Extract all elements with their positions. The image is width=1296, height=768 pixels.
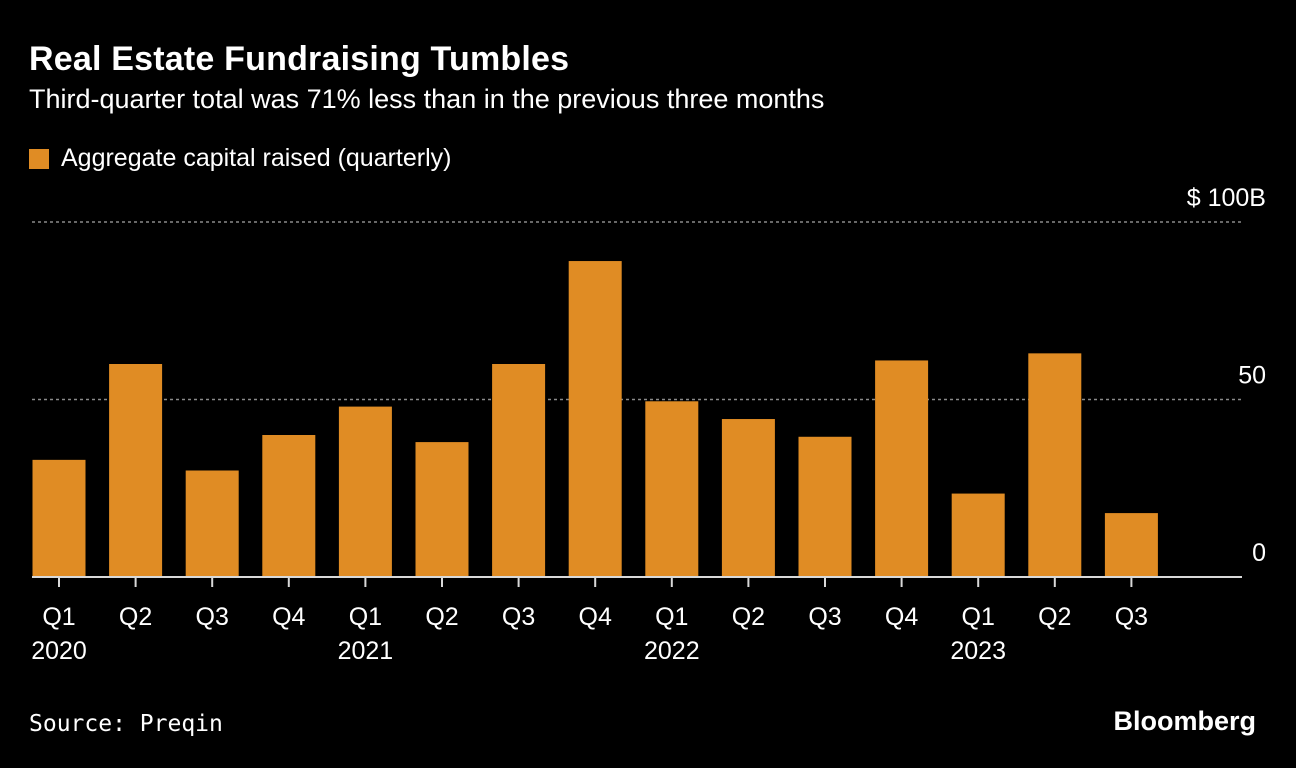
bar — [875, 360, 929, 577]
x-tick-label-year: 2022 — [644, 637, 700, 665]
y-tick-label: 50 — [1238, 362, 1266, 390]
x-tick-label-quarter: Q3 — [196, 603, 229, 631]
bar — [338, 406, 392, 577]
y-tick-label: 0 — [1252, 539, 1266, 567]
bar — [32, 459, 86, 577]
bar — [798, 436, 852, 577]
x-axis: Q1 2020 Q2 Q3 Q4 Q1 2021 Q2 Q3 Q4 Q1 2022 Q2 Q3 Q4 Q1 20… — [31, 576, 1242, 665]
y-axis-labels: 0 50 $ 100B — [1187, 184, 1266, 567]
x-tick-label-quarter: Q3 — [502, 603, 535, 631]
legend-swatch — [29, 148, 49, 169]
x-tick-label-quarter: Q3 — [1115, 603, 1148, 631]
x-tick-label-year: 2020 — [31, 637, 87, 665]
chart-title: Real Estate Fundraising Tumbles — [29, 40, 570, 78]
legend: Aggregate capital raised (quarterly) — [29, 144, 451, 173]
source-note: Source: Preqin — [29, 711, 223, 737]
x-tick-label-year: 2021 — [338, 637, 394, 665]
bar — [951, 493, 1005, 577]
bar — [645, 401, 699, 577]
bar — [568, 261, 622, 577]
x-tick-label-quarter: Q1 — [655, 603, 688, 631]
x-tick-label-quarter: Q4 — [272, 603, 305, 631]
x-tick-label-quarter: Q4 — [579, 603, 612, 631]
bloomberg-logo: Bloomberg — [1113, 706, 1256, 736]
x-tick-label-quarter: Q1 — [349, 603, 382, 631]
bar — [185, 470, 239, 577]
bar — [415, 442, 469, 577]
legend-label: Aggregate capital raised (quarterly) — [61, 144, 452, 172]
x-tick-label-quarter: Q2 — [732, 603, 765, 631]
chart-subtitle: Third-quarter total was 71% less than in… — [29, 84, 825, 114]
bar — [109, 364, 163, 577]
bar — [721, 419, 775, 577]
x-tick-label-quarter: Q1 — [42, 603, 75, 631]
x-tick-label-quarter: Q3 — [808, 603, 841, 631]
x-tick-label-quarter: Q2 — [119, 603, 152, 631]
x-tick-label-quarter: Q4 — [885, 603, 918, 631]
bar — [492, 364, 546, 577]
bar — [1028, 353, 1082, 577]
y-tick-label: $ 100B — [1187, 184, 1266, 212]
bar — [1104, 513, 1158, 577]
x-tick-label-quarter: Q2 — [425, 603, 458, 631]
x-tick-label-year: 2023 — [950, 637, 1006, 665]
bars — [32, 261, 1158, 577]
bar — [262, 435, 316, 577]
x-tick-label-quarter: Q1 — [962, 603, 995, 631]
x-tick-label-quarter: Q2 — [1038, 603, 1071, 631]
